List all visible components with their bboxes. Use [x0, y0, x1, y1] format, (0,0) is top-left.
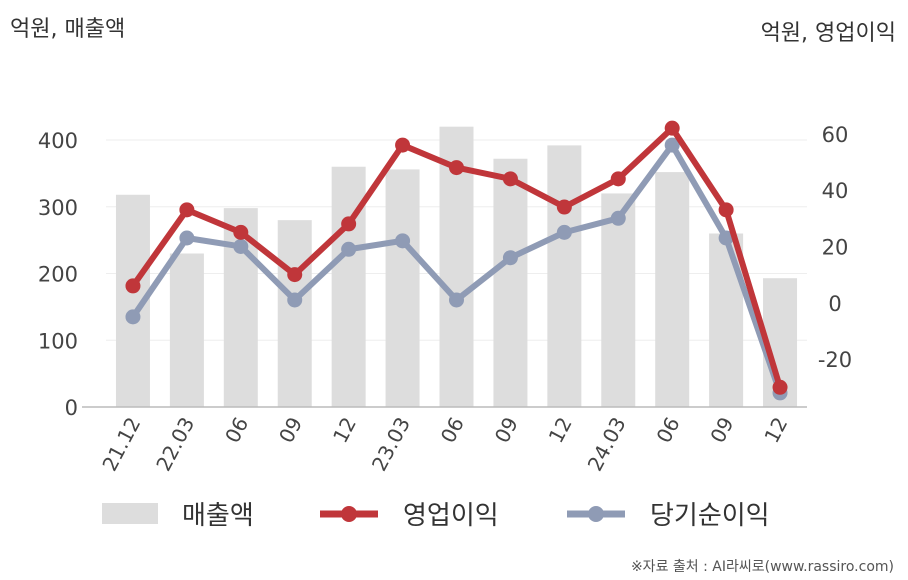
x-tick-label: 06 [651, 413, 684, 447]
point-net-income [610, 210, 626, 226]
x-tick-label: 09 [274, 413, 307, 447]
point-operating-profit [395, 137, 411, 153]
left-tick-label: 100 [38, 329, 78, 353]
point-operating-profit [610, 171, 626, 187]
point-operating-profit [449, 160, 464, 176]
bar-sales [655, 172, 690, 407]
point-operating-profit [556, 199, 572, 215]
point-operating-profit [341, 216, 357, 232]
x-tick-label: 12 [544, 413, 577, 447]
x-tick-label: 12 [328, 413, 361, 447]
point-net-income [502, 250, 518, 266]
right-axis-ticks: -20 0 20 40 60 [818, 123, 852, 372]
point-net-income [664, 137, 680, 153]
legend-label-sales: 매출액 [182, 501, 254, 531]
point-operating-profit [664, 120, 680, 136]
right-tick-label: 20 [822, 235, 849, 259]
point-net-income [125, 309, 141, 325]
source-note: ※자료 출처 : AI라씨로(www.rassiro.com) [631, 559, 894, 575]
x-tick-label: 24.03 [583, 413, 631, 475]
left-axis-unit: 억원, 매출액 [10, 17, 125, 42]
point-operating-profit [772, 379, 788, 395]
point-operating-profit [287, 267, 303, 283]
point-operating-profit [718, 202, 734, 218]
x-tick-label: 09 [490, 413, 523, 447]
x-axis-ticks: 21.12 22.03 06 09 12 23.03 06 09 12 24.03 06 09 12 [97, 413, 792, 475]
legend-marker-net-income [588, 506, 604, 522]
right-tick-label: 0 [828, 292, 841, 316]
bar-sales [547, 145, 582, 407]
x-tick-label: 23.03 [367, 413, 415, 475]
point-net-income [449, 292, 464, 308]
bar-sales [601, 193, 636, 407]
legend-swatch-sales [102, 503, 158, 524]
point-operating-profit [502, 171, 518, 187]
point-net-income [287, 292, 303, 308]
x-tick-label: 06 [436, 413, 469, 447]
point-net-income [556, 224, 572, 240]
bar-sales [169, 253, 204, 407]
x-tick-label: 21.12 [97, 413, 145, 475]
point-operating-profit [125, 278, 141, 294]
x-tick-label: 09 [705, 413, 738, 447]
point-net-income [395, 233, 411, 249]
left-tick-label: 0 [65, 396, 78, 420]
right-tick-label: 40 [822, 179, 849, 203]
legend-marker-operating-profit [341, 506, 357, 522]
point-operating-profit [179, 202, 195, 218]
point-net-income [233, 238, 249, 254]
x-tick-label: 06 [220, 413, 253, 447]
legend-label-operating-profit: 영업이익 [403, 501, 499, 531]
legend: 매출액 영업이익 당기순이익 [102, 501, 770, 531]
bar-sales [493, 158, 528, 407]
legend-label-net-income: 당기순이익 [650, 501, 770, 531]
bar-sales [277, 220, 312, 407]
bar-sales [385, 169, 420, 407]
x-tick-label: 22.03 [151, 413, 199, 475]
lines [125, 120, 788, 401]
point-net-income [718, 230, 734, 246]
bar-sales [709, 233, 744, 407]
point-operating-profit [233, 224, 249, 240]
point-net-income [341, 241, 357, 257]
right-tick-label: 60 [822, 123, 849, 147]
x-tick-label: 12 [759, 413, 792, 447]
right-tick-label: -20 [818, 348, 852, 372]
point-net-income [179, 230, 195, 246]
left-tick-label: 300 [38, 196, 78, 220]
left-axis-ticks: 0 100 200 300 400 [38, 129, 78, 420]
right-axis-unit: 억원, 영업이익 [761, 21, 896, 46]
left-tick-label: 400 [38, 129, 78, 153]
left-tick-label: 200 [38, 263, 78, 287]
